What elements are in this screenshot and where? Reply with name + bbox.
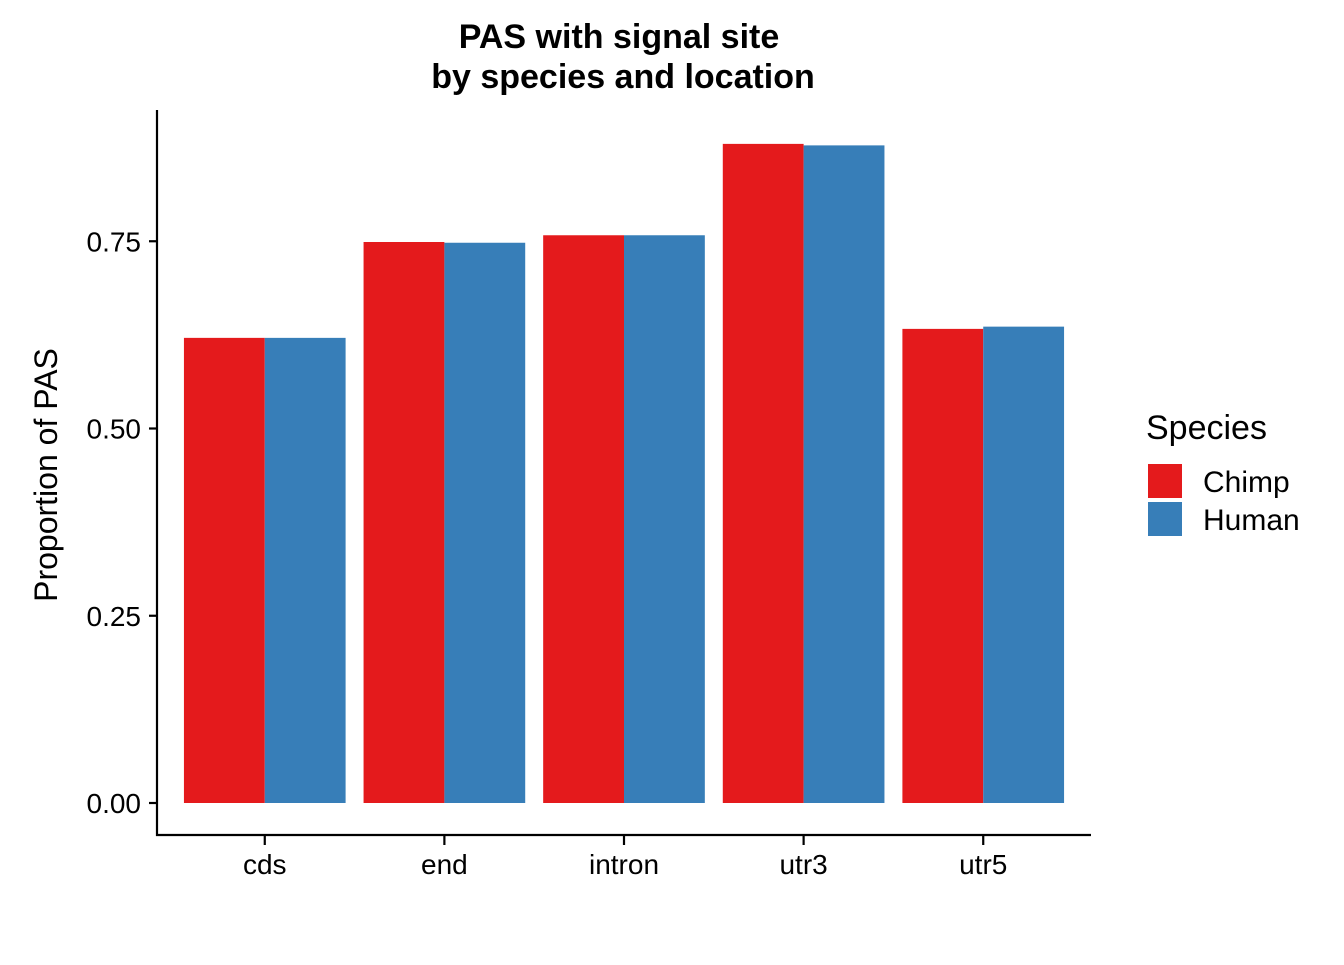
y-axis-ticks: 0.00 0.25 0.50 0.75	[87, 226, 157, 819]
x-tick-label-end: end	[421, 849, 468, 880]
chart-title: PAS with signal site by species and loca…	[431, 18, 815, 96]
y-tick-label: 0.25	[87, 601, 142, 632]
legend-swatch-human	[1148, 502, 1182, 536]
x-tick-label-cds: cds	[243, 849, 287, 880]
legend-label-chimp: Chimp	[1203, 466, 1290, 499]
x-tick-label-intron: intron	[589, 849, 659, 880]
bar-cds-human	[264, 337, 346, 803]
y-tick-label: 0.50	[87, 414, 142, 445]
legend-items: Chimp Human	[1148, 464, 1300, 537]
x-tick-label-utr3: utr3	[779, 849, 827, 880]
legend-title: Species	[1146, 409, 1267, 447]
x-axis-ticks: cds end intron utr3 utr5	[243, 836, 1007, 880]
bar-intron-chimp	[543, 235, 624, 803]
y-axis-title: Proportion of PAS	[28, 348, 64, 602]
bar-utr5-human	[983, 326, 1065, 803]
legend-swatch-chimp	[1148, 464, 1182, 498]
bar-utr3-chimp	[722, 143, 804, 803]
chart-title-line-1: PAS with signal site	[459, 18, 780, 56]
y-tick-label: 0.75	[87, 226, 142, 257]
bar-end-chimp	[363, 242, 445, 803]
x-tick-label-utr5: utr5	[959, 849, 1007, 880]
legend-label-human: Human	[1203, 504, 1300, 537]
legend: Species Chimp Human	[1146, 409, 1300, 537]
bars-layer	[183, 143, 1065, 803]
bar-intron-human	[624, 235, 705, 803]
bar-cds-chimp	[183, 337, 265, 803]
bar-utr5-chimp	[902, 328, 984, 803]
chart-title-line-2: by species and location	[431, 58, 815, 96]
bar-end-human	[444, 242, 526, 803]
bar-utr3-human	[803, 145, 885, 803]
y-tick-label: 0.00	[87, 788, 142, 819]
